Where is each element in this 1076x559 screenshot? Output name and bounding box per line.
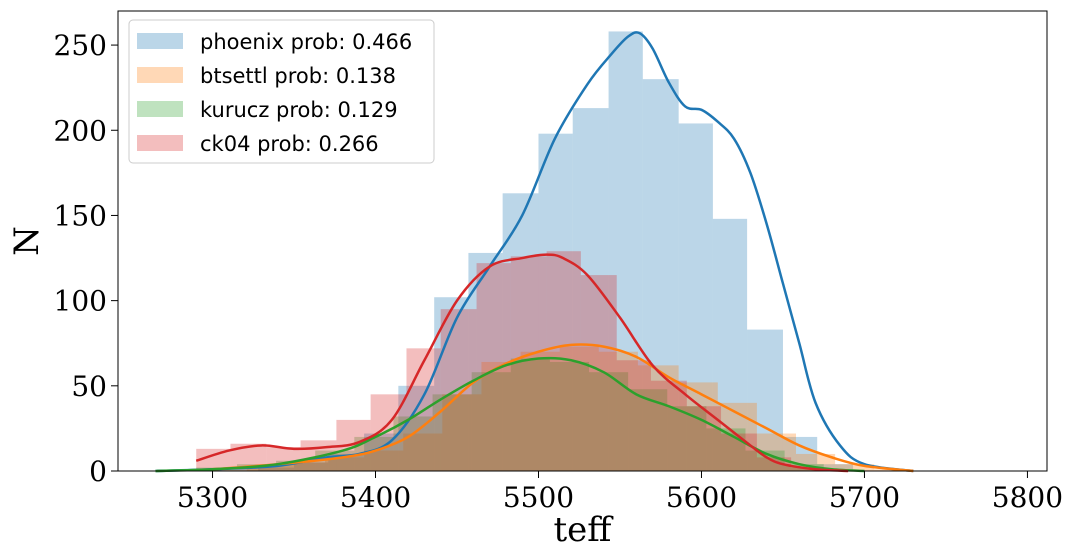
hist-bar-series-2 bbox=[549, 361, 590, 471]
y-tick-label: 150 bbox=[54, 199, 107, 232]
plot-frame bbox=[117, 10, 1048, 472]
hist-bar-series-3 bbox=[580, 275, 617, 471]
hist-bar-series-2 bbox=[276, 460, 316, 471]
x-axis-ticks: 5300 5400 5500 5600 5700 5800 bbox=[177, 471, 1063, 514]
hist-bar-series-0 bbox=[434, 297, 469, 471]
hist-bar-series-1 bbox=[324, 457, 365, 471]
hist-bar-series-2 bbox=[471, 372, 511, 471]
hist-bar-series-2 bbox=[745, 450, 785, 471]
hist-bar-series-3 bbox=[476, 263, 511, 471]
x-tick-label: 5500 bbox=[503, 481, 574, 514]
legend-swatch bbox=[137, 33, 183, 49]
kde-curve-series-3 bbox=[195, 253, 849, 473]
x-tick-label: 5600 bbox=[666, 481, 737, 514]
hist-bar-series-1 bbox=[403, 433, 443, 471]
kde-curves bbox=[155, 31, 914, 473]
hist-bar-series-1 bbox=[598, 351, 638, 471]
hist-bar-series-2 bbox=[589, 372, 629, 471]
y-tick-label: 100 bbox=[54, 285, 107, 318]
y-axis-label: N bbox=[7, 226, 47, 256]
y-tick-label: 50 bbox=[71, 370, 107, 403]
hist-bar-series-3 bbox=[196, 448, 231, 471]
hist-bar-series-1 bbox=[442, 394, 482, 471]
legend-swatch bbox=[137, 67, 183, 83]
x-axis-label: teff bbox=[554, 510, 615, 550]
legend-label: ck04 prob: 0.266 bbox=[200, 132, 379, 156]
legend-label: kurucz prob: 0.129 bbox=[200, 98, 398, 122]
x-tick-label: 5300 bbox=[177, 481, 248, 514]
y-axis-ticks: 0 50 100 150 200 250 bbox=[54, 29, 118, 488]
hist-bar-series-1 bbox=[835, 464, 875, 471]
y-tick-label: 0 bbox=[89, 455, 107, 488]
y-tick-label: 200 bbox=[54, 114, 107, 147]
legend-label: btsettl prob: 0.138 bbox=[200, 64, 396, 88]
y-tick-label: 250 bbox=[54, 29, 107, 62]
hist-bar-series-3 bbox=[650, 380, 687, 471]
hist-bar-series-1 bbox=[246, 465, 286, 471]
hist-bar-series-0 bbox=[608, 31, 643, 471]
hist-bar-series-1 bbox=[520, 351, 560, 471]
legend-box bbox=[128, 19, 435, 164]
x-tick-label: 5400 bbox=[340, 481, 411, 514]
x-tick-label: 5700 bbox=[829, 481, 900, 514]
legend-label: phoenix prob: 0.466 bbox=[200, 30, 412, 54]
kde-curve-series-1 bbox=[212, 343, 914, 473]
hist-bar-series-0 bbox=[642, 79, 679, 472]
hist-bar-series-0 bbox=[294, 462, 329, 471]
legend-swatch bbox=[137, 135, 183, 151]
hist-bar-series-1 bbox=[678, 382, 718, 471]
hist-bar-series-0 bbox=[538, 133, 573, 471]
hist-bar-series-3 bbox=[510, 256, 547, 471]
legend-swatch bbox=[137, 101, 183, 117]
hist-bar-series-1 bbox=[481, 361, 521, 471]
x-tick-label: 5800 bbox=[992, 481, 1063, 514]
hist-bar-series-0 bbox=[817, 464, 854, 471]
kde-curve-series-2 bbox=[155, 356, 865, 473]
hist-bar-series-3 bbox=[616, 360, 651, 471]
hist-bar-series-1 bbox=[285, 462, 325, 471]
hist-bar-series-1 bbox=[364, 450, 404, 471]
legend: phoenix prob: 0.466 btsettl prob: 0.138 ku… bbox=[128, 19, 435, 164]
hist-bar-series-2 bbox=[510, 358, 550, 471]
hist-bar-series-2 bbox=[667, 406, 707, 471]
hist-bar-series-0 bbox=[572, 108, 609, 471]
hist-bar-series-2 bbox=[432, 394, 472, 471]
histogram-bars bbox=[157, 31, 914, 472]
hist-bar-series-0 bbox=[258, 467, 295, 471]
